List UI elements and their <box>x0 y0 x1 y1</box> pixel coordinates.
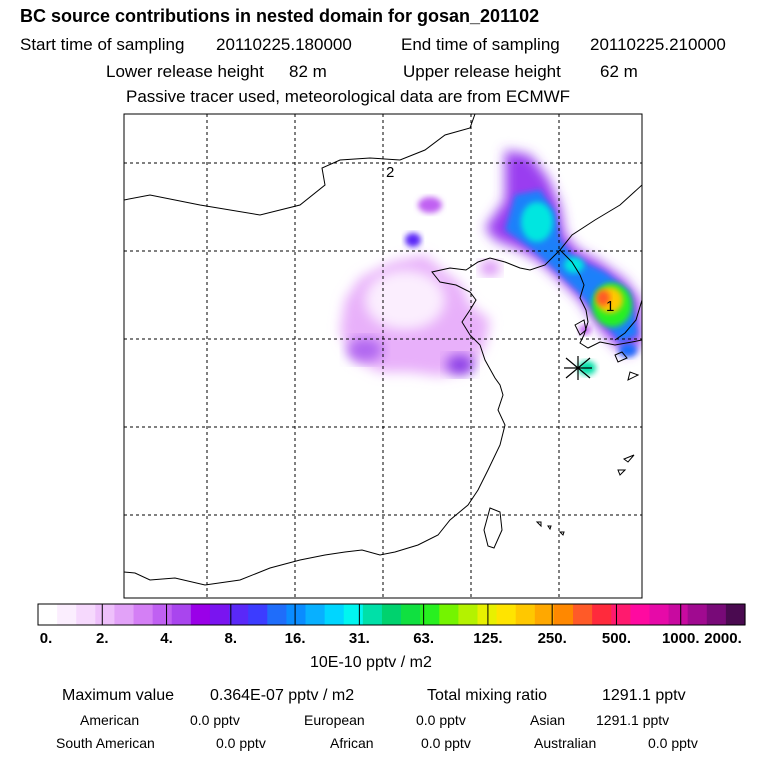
upper-release-value: 62 m <box>600 62 638 81</box>
lower-release-value: 82 m <box>289 62 327 81</box>
colorbar-tick-label: 4. <box>160 630 173 647</box>
region-name: Australian <box>534 735 597 751</box>
colorbar-swatch <box>668 604 689 625</box>
colorbar-swatch <box>706 604 727 625</box>
end-time-value: 20110225.210000 <box>590 35 726 54</box>
region-value: 0.0 pptv <box>421 735 471 751</box>
colorbar-swatch <box>76 604 96 625</box>
region-value: 0.0 pptv <box>648 735 698 751</box>
colorbar-swatch <box>343 604 364 625</box>
colorbar-swatch <box>248 604 268 625</box>
colorbar-tick-label: 1000. <box>661 630 700 647</box>
lower-release-label: Lower release height <box>106 62 264 81</box>
colorbar-swatch <box>611 604 631 625</box>
region-value: 1291.1 pptv <box>596 712 670 728</box>
colorbar-tick-label: 63. <box>413 630 435 647</box>
colorbar-frame <box>37 603 746 626</box>
colorbar-tick-label: 0. <box>39 630 53 647</box>
colorbar-swatch <box>209 604 230 625</box>
colorbar-swatch <box>725 604 746 625</box>
colorbar-swatch <box>401 604 421 625</box>
colorbar-swatch <box>649 604 670 625</box>
region-value: 0.0 pptv <box>190 712 240 728</box>
start-time-value: 20110225.180000 <box>216 35 352 54</box>
colorbar-swatch <box>420 604 440 625</box>
colorbar-swatch <box>534 604 555 625</box>
colorbar-swatch <box>553 604 574 625</box>
colorbar-swatch <box>515 604 536 625</box>
region-value: 0.0 pptv <box>416 712 466 728</box>
colorbar-swatch <box>592 604 612 625</box>
total-mixing-value: 1291.1 pptv <box>602 687 686 704</box>
region-value: 0.0 pptv <box>216 735 266 751</box>
colorbar-swatch <box>133 604 154 625</box>
plume-high-concentration <box>485 150 642 375</box>
colorbar-swatch <box>95 604 116 625</box>
lat-lon-grid <box>124 114 642 598</box>
colorbar-swatch <box>57 604 77 625</box>
colorbar-swatch <box>267 604 288 625</box>
colorbar-swatch <box>630 604 651 625</box>
plot-title: BC source contributions in nested domain… <box>20 6 540 26</box>
colorbar-tick-label: 2. <box>96 630 109 647</box>
colorbar-tick-label: 500. <box>601 630 632 647</box>
receptor-star-icon <box>564 356 592 380</box>
colorbar-swatch <box>152 604 173 625</box>
colorbar-swatch <box>496 604 517 625</box>
colorbar-swatch <box>362 604 383 625</box>
colorbar-tick-label: 250. <box>537 630 567 647</box>
max-value: 0.364E-07 pptv / m2 <box>210 687 355 704</box>
colorbar-tick-label: 2000. <box>704 630 742 647</box>
plume-low-concentration <box>340 197 500 376</box>
total-mixing-label: Total mixing ratio <box>427 687 548 704</box>
colorbar-swatch <box>687 604 708 625</box>
marker-label-1: 1 <box>606 298 614 315</box>
start-time-label: Start time of sampling <box>20 35 185 54</box>
colorbar-swatch <box>190 604 211 625</box>
colorbar-swatch <box>381 604 402 625</box>
region-name: Asian <box>530 712 566 728</box>
map-frame <box>123 113 643 599</box>
colorbar-tick-label: 31. <box>348 630 370 647</box>
region-name: South American <box>56 735 155 751</box>
colorbar-swatch <box>286 604 307 625</box>
colorbar-swatch <box>171 604 192 625</box>
region-name: American <box>80 712 140 728</box>
end-time-label: End time of sampling <box>401 35 560 54</box>
colorbar-swatch <box>229 604 249 625</box>
colorbar-swatch <box>439 604 459 625</box>
colorbar-swatch <box>458 604 479 625</box>
colorbar-swatch <box>573 604 593 625</box>
marker-label-2: 2 <box>386 164 394 181</box>
colorbar-tick-label: 16. <box>284 630 306 647</box>
upper-release-label: Upper release height <box>403 62 561 81</box>
colorbar-tick-label: 8. <box>224 630 238 647</box>
colorbar-swatch <box>324 604 345 625</box>
colorbar-swatch <box>114 604 135 625</box>
region-name: European <box>304 712 365 728</box>
tracer-note: Passive tracer used, meteorological data… <box>126 87 571 106</box>
region-name: African <box>330 735 374 751</box>
colorbar-swatch <box>38 604 58 625</box>
colorbar-tick-label: 125. <box>473 630 503 647</box>
colorbar <box>37 603 746 626</box>
max-value-label: Maximum value <box>62 687 175 704</box>
coastlines <box>124 114 642 586</box>
colorbar-swatch <box>305 604 326 625</box>
colorbar-unit: 10E-10 pptv / m2 <box>310 654 432 671</box>
colorbar-swatch <box>477 604 498 625</box>
